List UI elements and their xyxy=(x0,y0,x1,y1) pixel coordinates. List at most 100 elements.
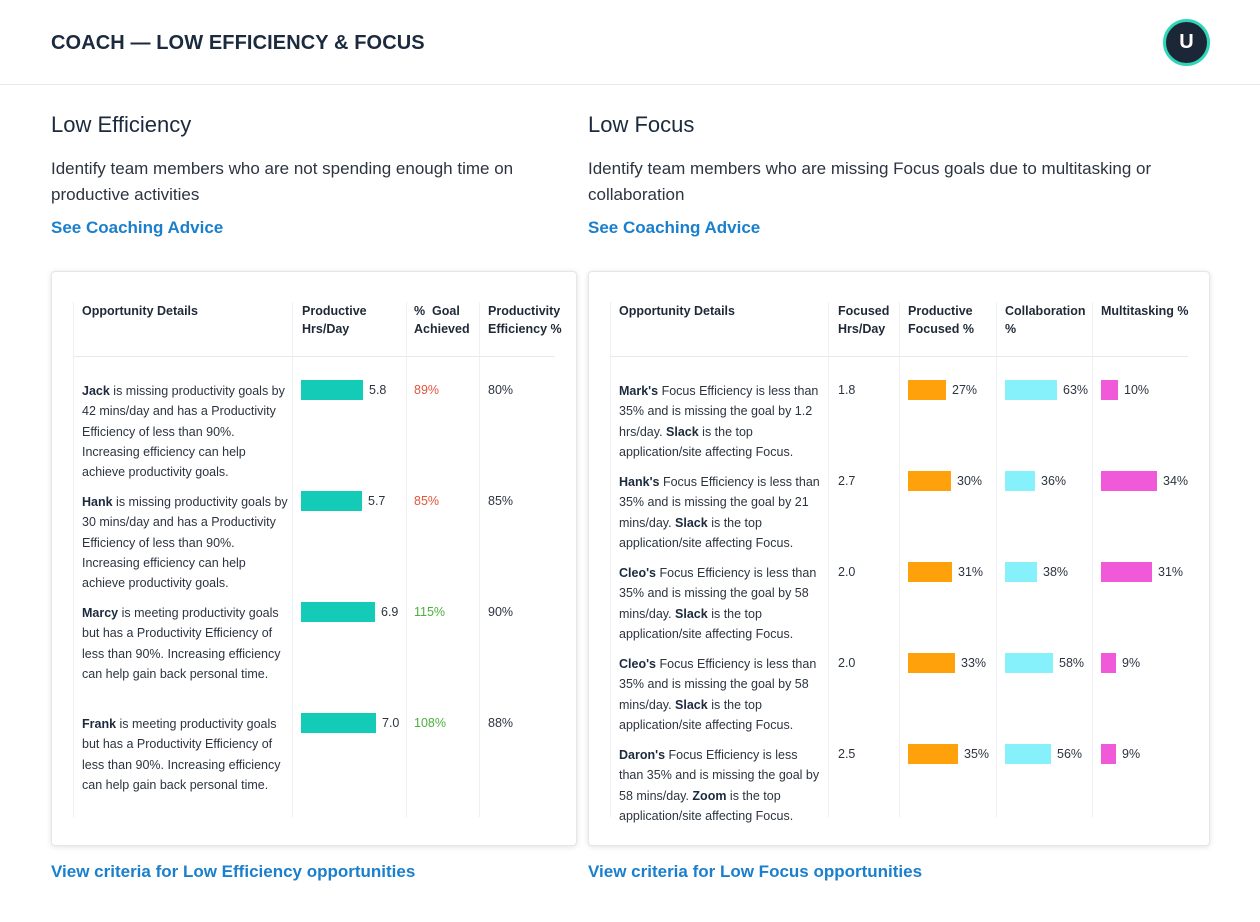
column-header-goal-achieved: % Goal Achieved xyxy=(414,304,470,336)
detail-text: is meeting productivity goals but has a … xyxy=(82,717,281,792)
multitasking-value: 31% xyxy=(1158,565,1184,579)
top-application: Zoom xyxy=(692,788,727,803)
table-row-detail: Cleo's Focus Efficiency is less than 35%… xyxy=(619,563,825,644)
productive-focused-value: 27% xyxy=(952,383,978,397)
productive-focused-value: 33% xyxy=(961,656,987,670)
productive-focused-bar xyxy=(908,562,952,582)
collaboration-bar xyxy=(1005,380,1057,400)
member-name: Cleo's xyxy=(619,566,657,580)
goal-achieved-value: 115% xyxy=(414,605,446,619)
column-header-opportunity-details: Opportunity Details xyxy=(619,304,735,318)
productive-focused-bar xyxy=(908,744,958,764)
member-name: Cleo's xyxy=(619,657,657,671)
goal-achieved-value: 108% xyxy=(414,716,446,730)
multitasking-bar xyxy=(1101,562,1152,582)
detail-text: Focus Efficiency is less than 35% and is… xyxy=(619,384,819,439)
low-focus-coaching-advice-link[interactable]: See Coaching Advice xyxy=(588,218,761,237)
goal-achieved-value: 85% xyxy=(414,494,440,508)
low-efficiency-criteria-link[interactable]: View criteria for Low Efficiency opportu… xyxy=(51,862,416,881)
productivity-efficiency-value: 85% xyxy=(488,494,514,508)
table-row-detail: Frank is meeting productivity goals but … xyxy=(82,714,290,795)
detail-text: is the top application/site affecting Fo… xyxy=(619,697,794,732)
productivity-efficiency-value: 80% xyxy=(488,383,514,397)
low-efficiency-coaching-advice-link[interactable]: See Coaching Advice xyxy=(51,218,224,237)
table-row-detail: Marcy is meeting productivity goals but … xyxy=(82,603,290,684)
multitasking-bar xyxy=(1101,744,1116,764)
productive-hours-value: 7.0 xyxy=(382,716,400,730)
column-header-productive-focused: Productive Focused % xyxy=(908,304,974,336)
top-application: Slack xyxy=(675,606,708,621)
low-efficiency-title: Low Efficiency xyxy=(51,112,192,137)
multitasking-value: 9% xyxy=(1122,747,1141,761)
member-name: Marcy xyxy=(82,606,119,620)
productive-focused-bar xyxy=(908,380,946,400)
top-bar: COACH — LOW EFFICIENCY & FOCUS U xyxy=(0,0,1260,85)
detail-text: Focus Efficiency is less than 35% and is… xyxy=(619,657,817,712)
multitasking-value: 9% xyxy=(1122,656,1141,670)
focused-hours-value: 2.0 xyxy=(838,656,856,670)
top-application: Slack xyxy=(675,515,708,530)
collaboration-bar xyxy=(1005,562,1037,582)
multitasking-bar xyxy=(1101,471,1157,491)
detail-text: is the top application/site affecting Fo… xyxy=(619,515,794,550)
column-header-productivity-efficiency: Productivity Efficiency % xyxy=(488,304,562,336)
member-name: Jack xyxy=(82,384,110,398)
column-header-focused-hrs: Focused Hrs/Day xyxy=(838,304,890,336)
productivity-efficiency-value: 88% xyxy=(488,716,514,730)
page-title: COACH — LOW EFFICIENCY & FOCUS xyxy=(51,32,425,54)
member-name: Hank xyxy=(82,495,113,509)
low-focus-description: Identify team members who are missing Fo… xyxy=(588,159,1152,204)
detail-text: is meeting productivity goals but has a … xyxy=(82,606,281,681)
detail-text: is missing productivity goals by 42 mins… xyxy=(82,384,285,480)
collaboration-bar xyxy=(1005,471,1035,491)
focused-hours-value: 2.0 xyxy=(838,565,856,579)
productive-hours-value: 6.9 xyxy=(381,605,399,619)
collaboration-value: 38% xyxy=(1043,565,1069,579)
detail-text: Focus Efficiency is less than 35% and is… xyxy=(619,566,817,621)
collaboration-bar xyxy=(1005,653,1053,673)
collaboration-bar xyxy=(1005,744,1051,764)
focused-hours-value: 2.7 xyxy=(838,474,856,488)
low-focus-title: Low Focus xyxy=(588,112,695,137)
focused-hours-value: 1.8 xyxy=(838,383,856,397)
member-name: Hank's xyxy=(619,475,660,489)
collaboration-value: 63% xyxy=(1063,383,1089,397)
low-efficiency-section: Low Efficiency Identify team members who… xyxy=(51,110,541,238)
productivity-efficiency-value: 90% xyxy=(488,605,514,619)
multitasking-bar xyxy=(1101,380,1118,400)
collaboration-value: 58% xyxy=(1059,656,1085,670)
detail-text: is missing productivity goals by 30 mins… xyxy=(82,495,288,591)
productive-hours-bar xyxy=(301,602,375,622)
productive-hours-bar xyxy=(301,491,362,511)
table-row-detail: Cleo's Focus Efficiency is less than 35%… xyxy=(619,654,825,735)
productive-hours-bar xyxy=(301,380,363,400)
productive-hours-value: 5.8 xyxy=(369,383,387,397)
table-row-detail: Mark's Focus Efficiency is less than 35%… xyxy=(619,381,825,462)
top-application: Slack xyxy=(666,424,699,439)
detail-text: Focus Efficiency is less than 35% and is… xyxy=(619,475,820,530)
detail-text: Focus Efficiency is less than 35% and is… xyxy=(619,748,820,803)
column-header-productive-hrs: Productive Hrs/Day xyxy=(302,304,367,336)
low-focus-section: Low Focus Identify team members who are … xyxy=(588,110,1168,238)
member-name: Daron's xyxy=(619,748,666,762)
table-row-detail: Hank is missing productivity goals by 30… xyxy=(82,492,290,593)
productive-focused-value: 31% xyxy=(958,565,984,579)
detail-text: is the top application/site affecting Fo… xyxy=(619,606,794,641)
member-name: Mark's xyxy=(619,384,659,398)
collaboration-value: 56% xyxy=(1057,747,1083,761)
focused-hours-value: 2.5 xyxy=(838,747,856,761)
low-focus-criteria-link[interactable]: View criteria for Low Focus opportunitie… xyxy=(588,862,923,881)
low-focus-table-card: Opportunity Details Focused Hrs/Day Prod… xyxy=(588,271,1210,846)
top-application: Slack xyxy=(675,697,708,712)
column-header-opportunity-details: Opportunity Details xyxy=(82,304,198,318)
column-header-multitasking: Multitasking % xyxy=(1101,304,1189,318)
avatar[interactable]: U xyxy=(1163,19,1210,66)
multitasking-value: 10% xyxy=(1124,383,1150,397)
table-row-detail: Daron's Focus Efficiency is less than 35… xyxy=(619,745,825,826)
member-name: Frank xyxy=(82,717,117,731)
productive-hours-value: 5.7 xyxy=(368,494,386,508)
productive-hours-bar xyxy=(301,713,376,733)
goal-achieved-value: 89% xyxy=(414,383,440,397)
collaboration-value: 36% xyxy=(1041,474,1067,488)
table-row-detail: Hank's Focus Efficiency is less than 35%… xyxy=(619,472,825,553)
